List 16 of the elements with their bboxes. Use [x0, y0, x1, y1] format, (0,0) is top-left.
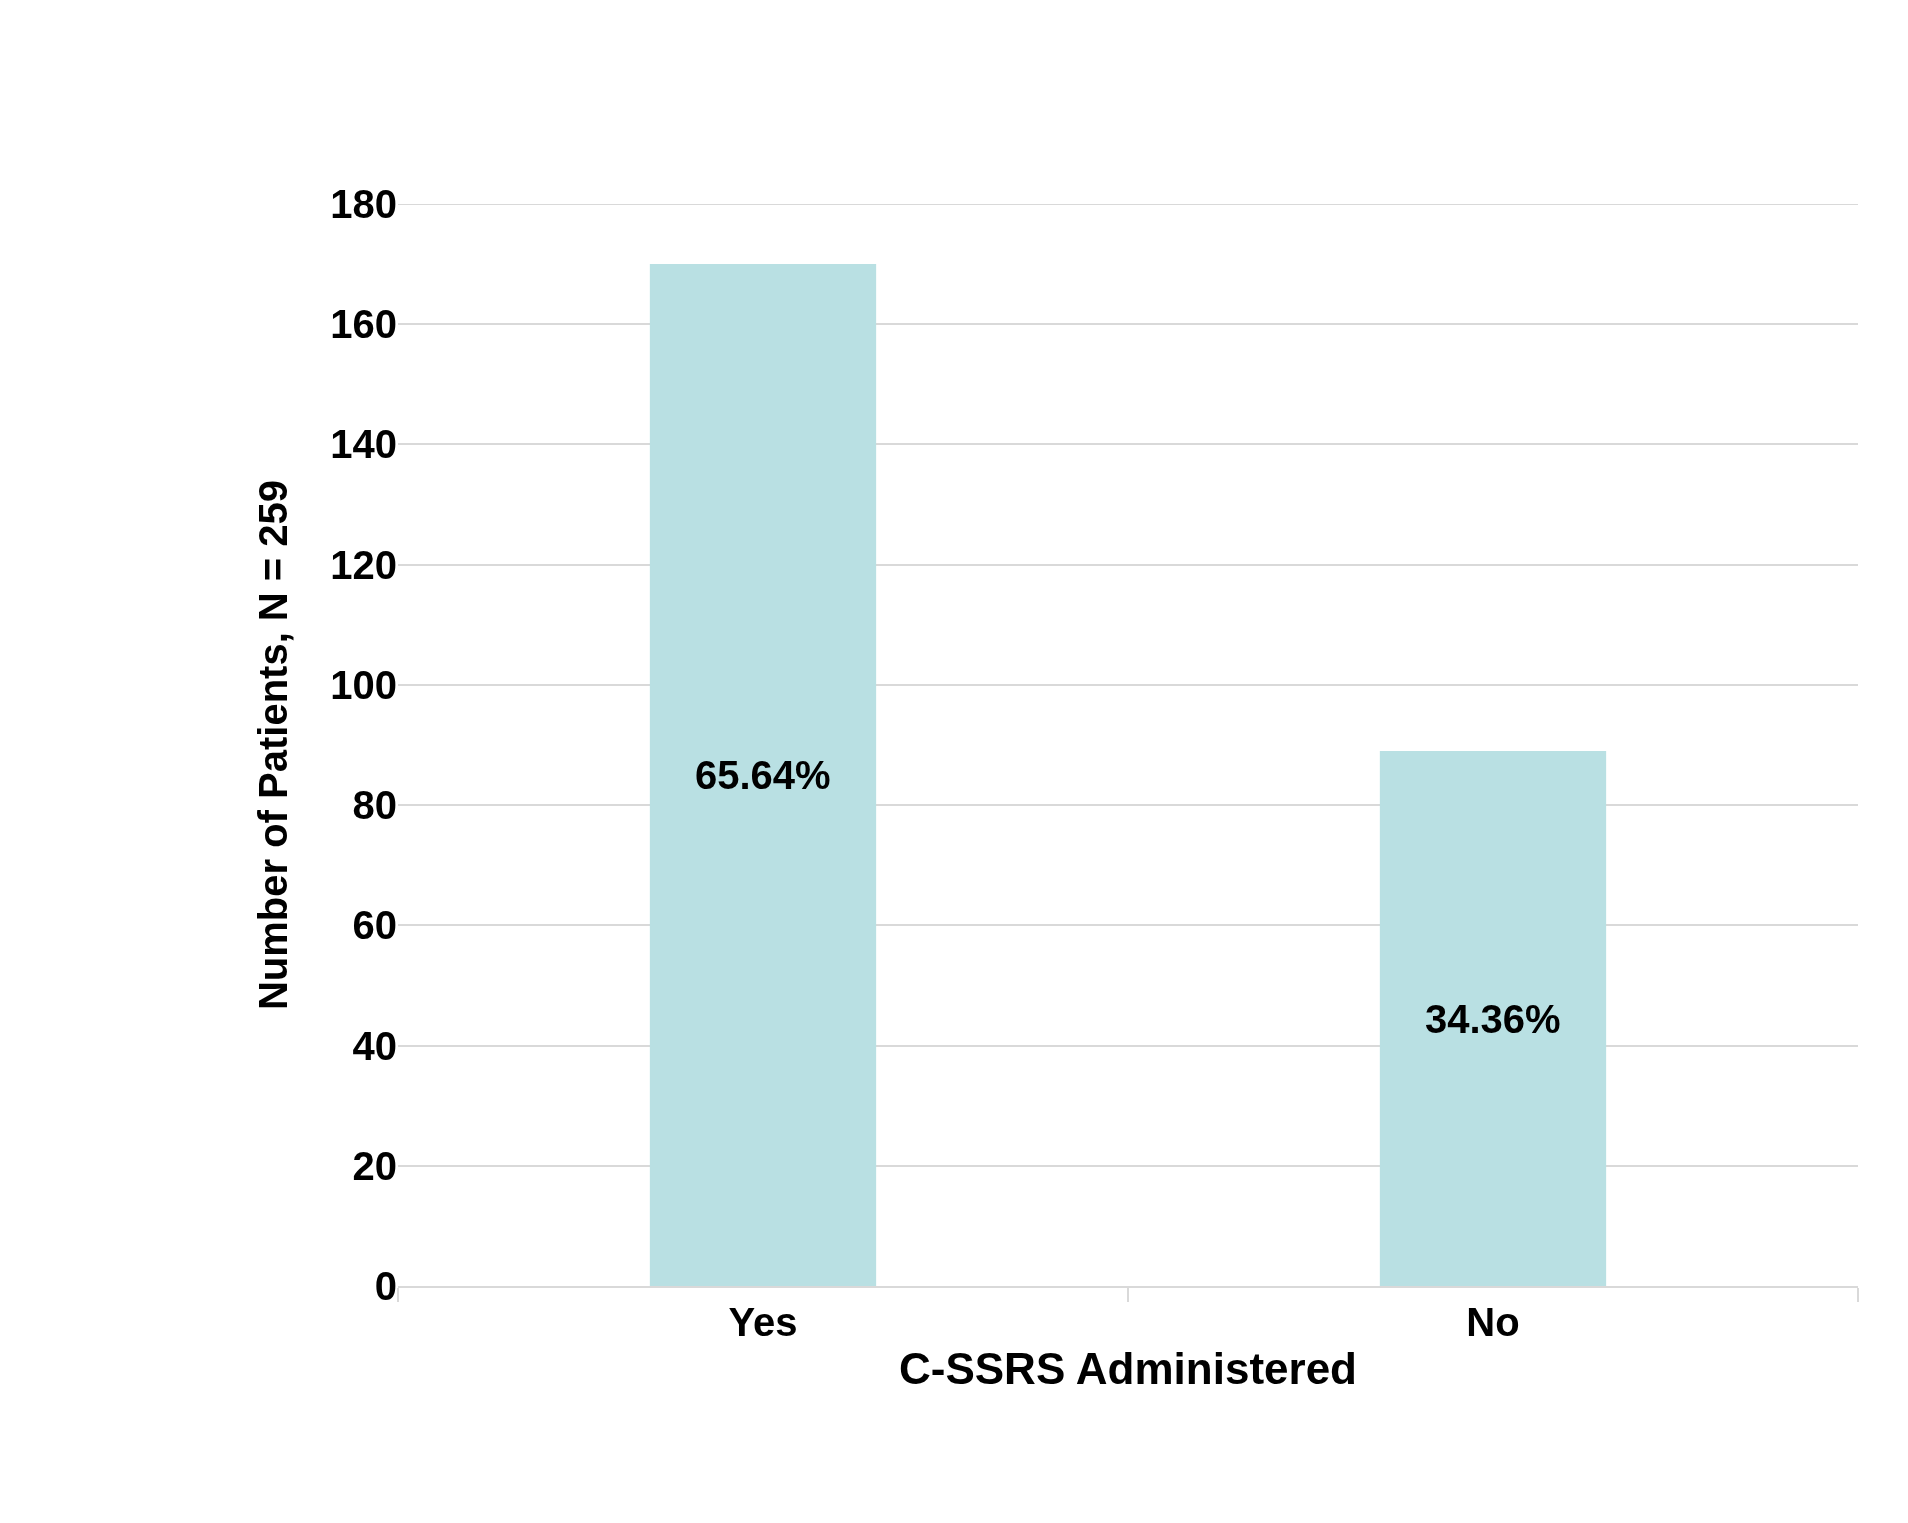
y-tick-label: 140	[330, 422, 397, 467]
y-tick-label: 180	[330, 182, 397, 226]
y-axis-title: Number of Patients, N = 259	[250, 479, 295, 1011]
annotation: 34.36%	[1425, 997, 1561, 1041]
y-tick-label: 100	[330, 662, 397, 707]
y-tick-label: 40	[352, 1023, 397, 1068]
y-tick-label: 60	[352, 903, 397, 948]
y-tick-label: 20	[352, 1143, 397, 1188]
y-tick-label: 160	[330, 302, 397, 347]
y-tick-label: 120	[330, 542, 397, 587]
x-axis-title: C-SSRS Administered	[898, 1343, 1358, 1393]
x-tick-label: Yes	[728, 1300, 798, 1344]
y-tick-label: 80	[352, 783, 397, 828]
y-tick-label: 0	[374, 1264, 397, 1308]
annotation: 65.64%	[695, 753, 831, 797]
x-tick-label: No	[1466, 1300, 1520, 1344]
